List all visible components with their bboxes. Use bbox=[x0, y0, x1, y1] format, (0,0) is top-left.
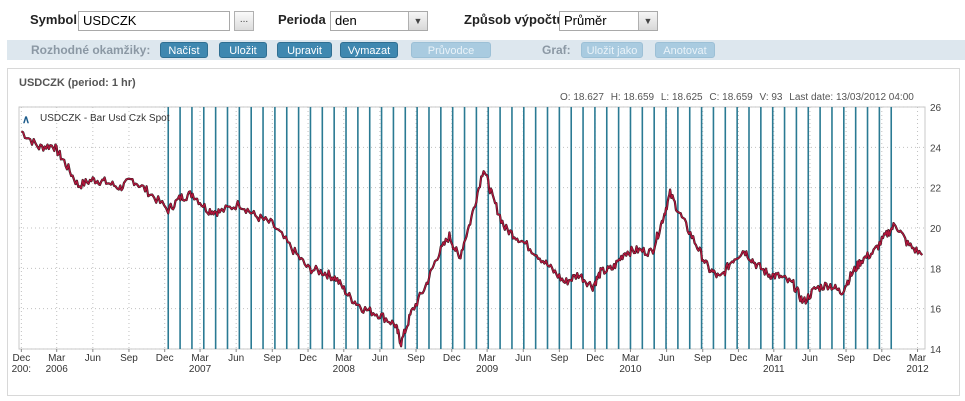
x-tick-label: Dec bbox=[873, 353, 891, 364]
x-tick-label: Jun bbox=[372, 353, 388, 364]
graph-label: Graf: bbox=[542, 43, 571, 57]
x-tick-label: Sep bbox=[550, 353, 568, 364]
x-tick-label: Dec bbox=[586, 353, 604, 364]
x-year-label: 2007 bbox=[189, 364, 212, 375]
volume-value: V: 93 bbox=[759, 92, 783, 103]
save-button[interactable]: Uložit bbox=[219, 42, 267, 58]
close-value: C: 18.659 bbox=[709, 92, 753, 103]
action-strip: Rozhodné okamžiky: Načíst Uložit Upravit… bbox=[7, 40, 965, 60]
x-tick-label: Jun bbox=[228, 353, 244, 364]
x-tick-label: Dec bbox=[156, 353, 174, 364]
x-tick-label: Mar bbox=[909, 353, 927, 364]
x-year-label: 2012 bbox=[906, 364, 929, 375]
x-tick-label: Dec bbox=[730, 353, 748, 364]
browse-symbol-button[interactable]: ... bbox=[234, 11, 254, 31]
line-series-icon: ∧ bbox=[22, 114, 31, 126]
x-year-label: 2008 bbox=[333, 364, 356, 375]
x-tick-label: Mar bbox=[335, 353, 353, 364]
x-tick-label: Mar bbox=[765, 353, 783, 364]
x-tick-label: Mar bbox=[479, 353, 497, 364]
x-year-label: 2011 bbox=[763, 364, 785, 375]
x-tick-label: Sep bbox=[263, 353, 281, 364]
x-tick-label: Dec bbox=[299, 353, 317, 364]
x-year-label: 2010 bbox=[619, 364, 642, 375]
symbol-input[interactable]: USDCZK bbox=[78, 11, 230, 31]
calc-method-label: Způsob výpočtu bbox=[464, 12, 565, 27]
x-tick-label: Sep bbox=[407, 353, 425, 364]
chevron-down-icon: ▼ bbox=[408, 12, 427, 30]
toolbar: Symbol USDCZK ... Perioda den ▼ Způsob v… bbox=[0, 0, 965, 40]
x-tick-label: Jun bbox=[802, 353, 818, 364]
period-select-value: den bbox=[335, 13, 357, 28]
save-as-button[interactable]: Uložit jako bbox=[581, 42, 643, 58]
chart-legend: USDCZK - Bar Usd Czk Spot bbox=[40, 113, 170, 124]
edit-button[interactable]: Upravit bbox=[277, 42, 332, 58]
x-tick-label: Sep bbox=[837, 353, 855, 364]
x-year-label: 200: bbox=[12, 364, 31, 375]
last-date: Last date: 13/03/2012 04:00 bbox=[789, 92, 914, 103]
delete-button[interactable]: Vymazat bbox=[340, 42, 398, 58]
x-tick-label: Jun bbox=[515, 353, 531, 364]
chart-title: USDCZK (period: 1 hr) bbox=[19, 77, 136, 89]
x-tick-label: Mar bbox=[622, 353, 640, 364]
wizard-button[interactable]: Průvodce bbox=[411, 42, 491, 58]
x-tick-label: Jun bbox=[85, 353, 101, 364]
high-value: H: 18.659 bbox=[610, 92, 655, 103]
x-tick-label: Dec bbox=[443, 353, 461, 364]
y-tick-label: 18 bbox=[930, 264, 942, 275]
y-tick-label: 16 bbox=[930, 305, 942, 316]
open-value: O: 18.627 bbox=[560, 92, 604, 103]
price-series-line bbox=[21, 130, 923, 347]
decisions-label: Rozhodné okamžiky: bbox=[31, 43, 151, 57]
y-tick-label: 22 bbox=[930, 184, 942, 195]
symbol-label: Symbol bbox=[30, 12, 77, 27]
calc-method-select-value: Průměr bbox=[564, 13, 607, 28]
x-tick-label: Mar bbox=[48, 353, 66, 364]
x-tick-label: Jun bbox=[659, 353, 675, 364]
load-button[interactable]: Načíst bbox=[160, 42, 208, 58]
calc-method-select[interactable]: Průměr ▼ bbox=[559, 11, 658, 31]
x-tick-label: Mar bbox=[191, 353, 209, 364]
low-value: L: 18.625 bbox=[660, 92, 703, 103]
period-label: Perioda bbox=[278, 12, 326, 27]
x-tick-label: Dec bbox=[12, 353, 30, 364]
y-tick-label: 26 bbox=[930, 103, 942, 114]
x-tick-label: Sep bbox=[694, 353, 712, 364]
x-tick-label: Sep bbox=[120, 353, 138, 364]
y-tick-label: 20 bbox=[930, 224, 942, 235]
ohlc-readout: O: 18.627 H: 18.659 L: 18.625 C: 18.659 … bbox=[560, 92, 918, 103]
period-select[interactable]: den ▼ bbox=[330, 11, 428, 31]
x-year-label: 2006 bbox=[46, 364, 69, 375]
chevron-down-icon: ▼ bbox=[638, 12, 657, 30]
y-tick-label: 14 bbox=[930, 345, 942, 356]
y-tick-label: 24 bbox=[930, 143, 942, 154]
x-year-label: 2009 bbox=[476, 364, 499, 375]
annotate-button[interactable]: Anotovat bbox=[655, 42, 715, 58]
